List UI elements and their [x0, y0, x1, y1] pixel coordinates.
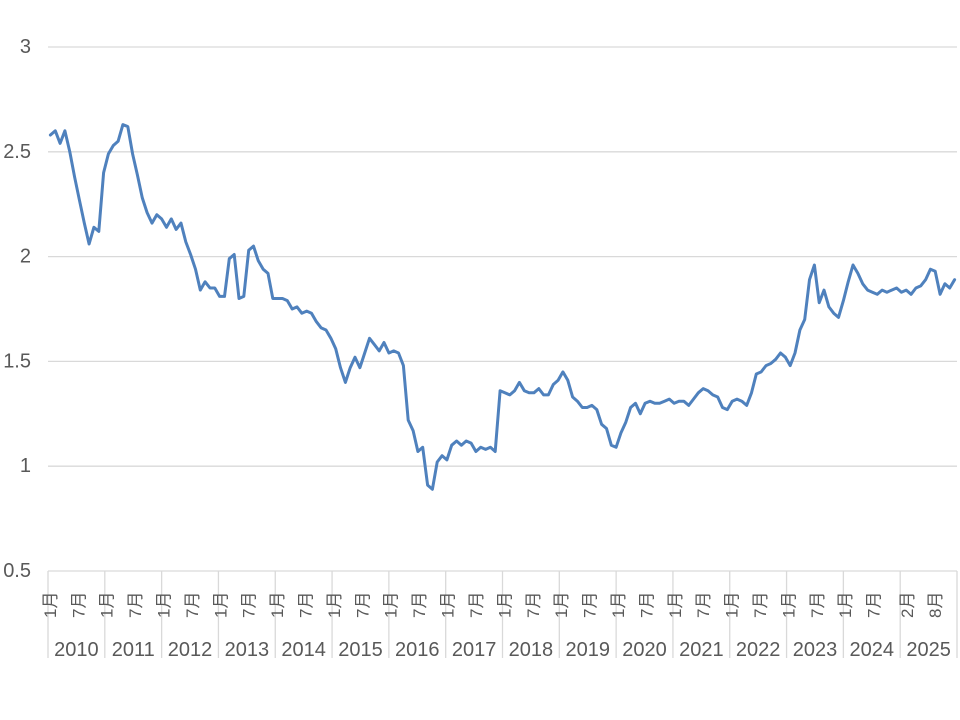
x-axis-month-label: 7月 — [581, 592, 600, 618]
x-axis-month-label: 7月 — [808, 592, 827, 618]
x-axis-month-label: 1月 — [154, 592, 173, 618]
x-axis-year-label: 2023 — [793, 639, 838, 661]
x-axis-year-label: 2016 — [395, 639, 440, 661]
x-axis-month-label: 7月 — [183, 592, 202, 618]
y-axis-tick-label: 2 — [20, 246, 31, 268]
x-axis-year-label: 2013 — [225, 639, 270, 661]
x-axis-year-label: 2012 — [168, 639, 213, 661]
x-axis-month-label: 7月 — [637, 592, 656, 618]
x-axis-year-label: 2018 — [509, 639, 554, 661]
x-axis-month-label: 1月 — [666, 592, 685, 618]
x-axis-month-label: 7月 — [126, 592, 145, 618]
x-axis-month-label: 1月 — [98, 592, 117, 618]
x-axis-month-label: 7月 — [410, 592, 429, 618]
x-axis-month-label: 1月 — [779, 592, 798, 618]
data-series-line — [48, 123, 957, 491]
x-axis-month-label: 1月 — [382, 592, 401, 618]
y-axis-tick-label: 1 — [20, 455, 31, 477]
x-axis-month-label: 7月 — [467, 592, 486, 618]
x-axis-year-label: 2019 — [565, 639, 610, 661]
x-axis-month-label: 1月 — [609, 592, 628, 618]
x-axis-month-label: 7月 — [353, 592, 372, 618]
y-axis-tick-label: 0.5 — [3, 560, 31, 582]
x-axis-month-label: 1月 — [41, 592, 60, 618]
x-axis-year-label: 2022 — [736, 639, 781, 661]
y-axis-tick-label: 2.5 — [3, 141, 31, 163]
x-axis-month-label: 1月 — [211, 592, 230, 618]
x-axis-month-label: 1月 — [268, 592, 287, 618]
y-axis-tick-label: 3 — [20, 36, 31, 58]
x-axis-month-label: 7月 — [240, 592, 259, 618]
x-axis-month-label: 7月 — [69, 592, 88, 618]
x-axis-year-label: 2020 — [622, 639, 667, 661]
x-axis-year-label: 2015 — [338, 639, 383, 661]
x-axis-year-label: 2024 — [850, 639, 895, 661]
x-axis-month-label: 7月 — [865, 592, 884, 618]
x-axis-year-label: 2010 — [54, 639, 99, 661]
x-axis-month-label: 7月 — [751, 592, 770, 618]
x-axis-month-label: 7月 — [524, 592, 543, 618]
x-axis-month-label: 8月 — [926, 592, 945, 618]
y-axis-tick-label: 1.5 — [3, 350, 31, 372]
x-axis-year-label: 2014 — [281, 639, 326, 661]
x-axis-month-label: 2月 — [898, 592, 917, 618]
x-axis-year-label: 2025 — [906, 639, 951, 661]
x-axis-month-label: 1月 — [552, 592, 571, 618]
x-axis-month-label: 1月 — [723, 592, 742, 618]
x-axis-month-label: 7月 — [297, 592, 316, 618]
x-axis-year-label: 2017 — [452, 639, 497, 661]
x-axis-month-label: 1月 — [836, 592, 855, 618]
x-axis-month-label: 1月 — [495, 592, 514, 618]
x-axis-year-label: 2011 — [112, 639, 155, 661]
x-axis-month-label: 1月 — [439, 592, 458, 618]
x-axis-year-label: 2021 — [679, 639, 724, 661]
x-axis-month-label: 1月 — [325, 592, 344, 618]
x-axis-month-label: 7月 — [694, 592, 713, 618]
